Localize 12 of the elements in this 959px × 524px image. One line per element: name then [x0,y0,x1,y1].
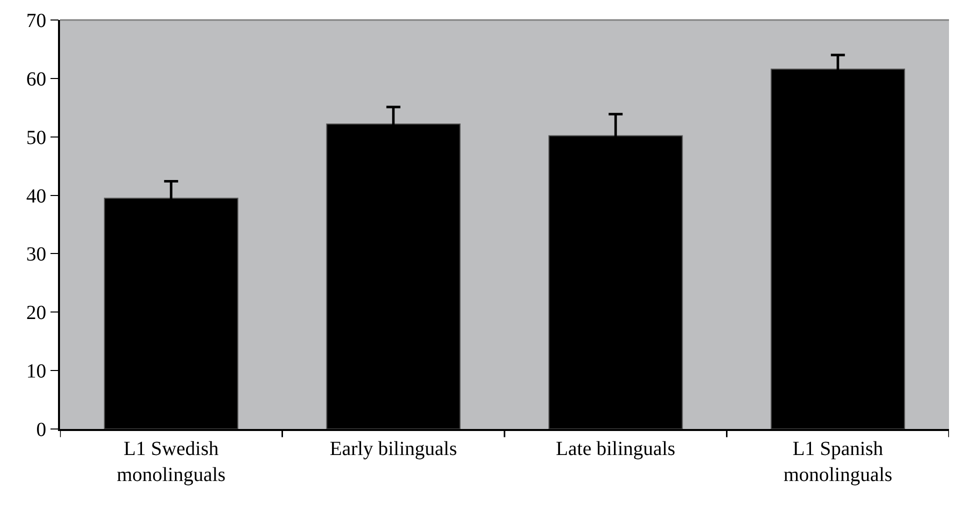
x-tick-label: L1 Spanish monolinguals [783,438,893,486]
y-tick-label: 60 [26,68,46,90]
y-tick-label: 30 [26,244,46,266]
x-tick-label: Late bilinguals [556,438,676,460]
y-tick-label: 50 [26,126,46,149]
y-tick-label: 70 [26,10,46,32]
y-tick-label: 10 [26,360,46,383]
x-tick-label: L1 Swedish monolinguals [116,438,226,486]
y-tick-label: 20 [26,302,46,324]
y-tick-label: 40 [26,185,46,208]
x-tick-label: Early bilinguals [330,438,458,460]
y-tick-label: 0 [36,419,46,441]
